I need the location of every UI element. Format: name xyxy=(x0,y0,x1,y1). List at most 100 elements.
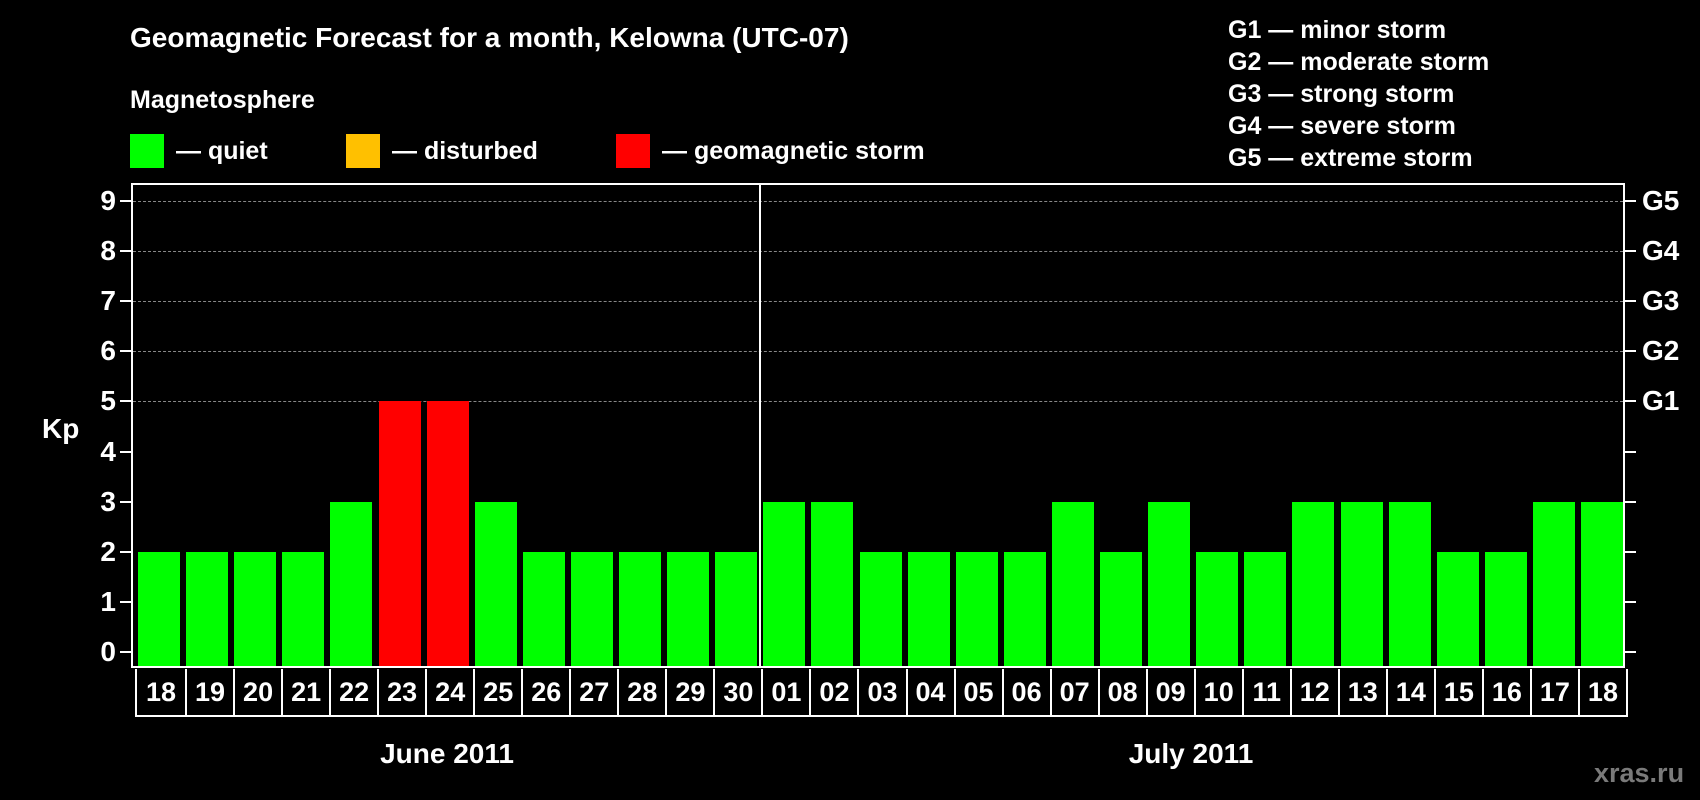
g-scale-label-g1: G1 xyxy=(1642,385,1680,417)
g-scale-label-g4: G4 xyxy=(1642,235,1680,267)
y-tick-1 xyxy=(120,600,131,603)
y-tick-3 xyxy=(120,500,131,503)
date-label-jul-11: 11 xyxy=(1241,669,1290,715)
bar-jul-06 xyxy=(1003,551,1046,666)
bar-jul-14 xyxy=(1388,501,1431,666)
date-label-jul-16: 16 xyxy=(1481,669,1530,715)
month-label-july: July 2011 xyxy=(1128,738,1254,769)
date-label-jul-07: 07 xyxy=(1049,669,1098,715)
gridline-8 xyxy=(133,251,1623,253)
y-tick-label-0: 0 xyxy=(100,636,116,667)
y-axis-label: Kp xyxy=(42,413,80,444)
bar-jul-12 xyxy=(1292,501,1335,666)
bar-jun-26 xyxy=(522,551,565,666)
g5-description: G5 — extreme storm xyxy=(1228,144,1473,172)
date-label-jul-03: 03 xyxy=(857,669,905,715)
bar-jul-15 xyxy=(1436,551,1479,666)
date-label-jul-02: 02 xyxy=(809,669,857,715)
right-tick-0 xyxy=(1625,651,1636,653)
right-tick-8 xyxy=(1625,250,1636,253)
date-label-jun-22: 22 xyxy=(329,669,377,715)
date-label-jul-06: 06 xyxy=(1001,669,1050,715)
y-tick-6 xyxy=(120,350,131,353)
date-label-jul-01: 01 xyxy=(761,669,809,715)
legend-quiet: — quiet xyxy=(130,134,268,168)
month-divider xyxy=(759,185,762,666)
legend-subtitle: Magnetosphere xyxy=(130,86,315,114)
bar-jul-16 xyxy=(1484,551,1527,666)
storm-scale-legend: G1 — minor storm G2 — moderate storm G3 … xyxy=(1228,14,1489,174)
right-tick-9 xyxy=(1625,200,1636,202)
g-scale-label-g3: G3 xyxy=(1642,285,1680,317)
bar-jul-02 xyxy=(811,501,854,666)
plot-area xyxy=(131,183,1625,668)
bar-jun-24 xyxy=(426,401,469,666)
y-tick-0 xyxy=(120,651,131,653)
bar-jul-05 xyxy=(955,551,998,666)
y-tick-label-1: 1 xyxy=(100,585,116,617)
bar-jul-01 xyxy=(763,501,806,666)
bar-jul-10 xyxy=(1196,551,1239,666)
y-tick-7 xyxy=(120,300,131,303)
bar-jun-27 xyxy=(570,551,613,666)
g1-description: G1 — minor storm xyxy=(1228,16,1447,44)
date-label-jun-28: 28 xyxy=(617,669,665,715)
bar-jul-09 xyxy=(1148,501,1191,666)
bar-jun-23 xyxy=(378,401,421,666)
right-tick-6 xyxy=(1625,350,1636,353)
legend-storm: — geomagnetic storm xyxy=(616,134,925,168)
bar-jun-28 xyxy=(619,551,662,666)
date-label-jun-20: 20 xyxy=(233,669,281,715)
date-label-jul-09: 09 xyxy=(1145,669,1194,715)
date-label-jun-23: 23 xyxy=(377,669,425,715)
date-label-jun-25: 25 xyxy=(473,669,521,715)
date-label-jun-29: 29 xyxy=(665,669,713,715)
bar-jun-22 xyxy=(330,501,373,666)
y-tick-5 xyxy=(120,400,131,403)
legend-quiet-label: — quiet xyxy=(176,136,268,165)
date-label-jun-24: 24 xyxy=(425,669,473,715)
y-tick-label-6: 6 xyxy=(100,335,116,367)
date-label-jul-05: 05 xyxy=(953,669,1002,715)
bar-jun-25 xyxy=(474,501,517,666)
y-tick-label-3: 3 xyxy=(100,485,116,517)
g3-description: G3 — strong storm xyxy=(1228,80,1455,108)
bar-jul-08 xyxy=(1100,551,1143,666)
right-tick-1 xyxy=(1625,600,1636,603)
date-label-jun-19: 19 xyxy=(185,669,233,715)
watermark: xras.ru xyxy=(1594,758,1685,788)
right-tick-3 xyxy=(1625,500,1636,503)
gridline-5 xyxy=(133,401,1623,403)
bar-jun-30 xyxy=(715,551,758,666)
right-tick-4 xyxy=(1625,450,1636,453)
date-label-jun-26: 26 xyxy=(521,669,569,715)
bar-jul-03 xyxy=(859,551,902,666)
date-label-jul-08: 08 xyxy=(1097,669,1146,715)
disturbed-swatch xyxy=(346,134,380,168)
date-label-jul-14: 14 xyxy=(1385,669,1434,715)
y-tick-9 xyxy=(120,200,131,202)
date-label-jun-21: 21 xyxy=(281,669,329,715)
g-scale-label-g2: G2 xyxy=(1642,335,1680,367)
bar-jul-17 xyxy=(1532,501,1575,666)
date-label-jul-12: 12 xyxy=(1289,669,1338,715)
bar-jul-11 xyxy=(1244,551,1287,666)
date-label-jul-10: 10 xyxy=(1193,669,1242,715)
g-scale-label-g5: G5 xyxy=(1642,185,1680,216)
bar-jun-20 xyxy=(234,551,277,666)
date-label-jul-18: 18 xyxy=(1577,669,1626,715)
bar-jul-04 xyxy=(907,551,950,666)
date-label-jun-27: 27 xyxy=(569,669,617,715)
bar-jun-21 xyxy=(282,551,325,666)
bar-jun-18 xyxy=(138,551,181,666)
y-tick-label-8: 8 xyxy=(100,235,116,267)
date-label-jun-18: 18 xyxy=(145,676,177,707)
y-tick-8 xyxy=(120,250,131,253)
right-tick-5 xyxy=(1625,400,1636,403)
date-row: 18 19 20 21 22 23 24 25 26 27 28 29 30 01 02 03 04 05 06 07… xyxy=(135,669,1629,717)
right-tick-2 xyxy=(1625,550,1636,553)
bar-jun-19 xyxy=(186,551,229,666)
gridline-6 xyxy=(133,351,1623,353)
date-label-jul-17: 17 xyxy=(1529,669,1578,715)
y-tick-label-7: 7 xyxy=(100,285,116,317)
